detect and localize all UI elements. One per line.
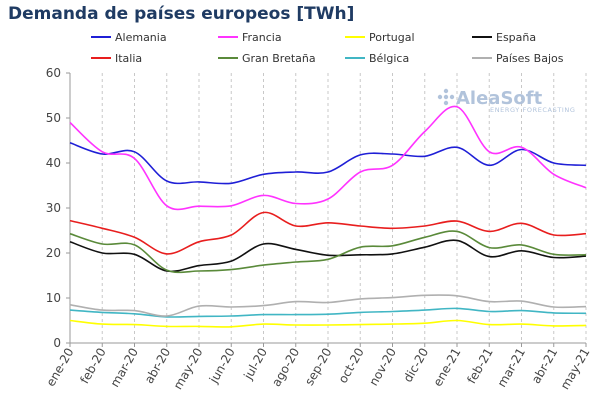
x-tick-label: may-20	[171, 346, 206, 392]
legend-label-belgica: Bélgica	[369, 52, 409, 65]
legend-label-espana: España	[496, 31, 536, 44]
x-tick-label: mar-21	[495, 346, 529, 390]
y-tick-label: 60	[46, 66, 61, 80]
x-tick-label: mar-20	[108, 346, 142, 390]
series-line-belgica	[69, 307, 587, 318]
x-tick-label: jun-20	[206, 346, 238, 387]
series-line-portugal	[69, 319, 587, 328]
y-tick-label: 50	[46, 111, 61, 125]
series-line-gran-bretana	[69, 230, 587, 274]
logo-tagline: ENERGY FORECASTING	[490, 106, 576, 114]
x-tick-label: feb-21	[464, 346, 496, 387]
series-line-espana	[69, 239, 587, 273]
legend-label-francia: Francia	[242, 31, 282, 44]
legend-label-alemania: Alemania	[115, 31, 167, 44]
x-tick-label: ene-21	[430, 346, 463, 389]
x-tick-label: ago-20	[269, 346, 302, 389]
series-line-francia	[69, 105, 587, 211]
legend-label-gran-bretana: Gran Bretaña	[242, 52, 316, 65]
x-tick-label: sep-20	[302, 346, 335, 388]
y-tick-label: 20	[46, 246, 61, 260]
x-tick-label: oct-20	[336, 346, 367, 386]
x-tick-label: abr-21	[529, 346, 560, 387]
x-tick-label: dic-20	[401, 346, 432, 385]
x-tick-label: jul-20	[241, 346, 271, 383]
x-tick-label: nov-20	[366, 346, 399, 389]
legend-label-paises-bajos: Países Bajos	[496, 52, 564, 65]
x-tick-label: may-21	[558, 346, 593, 392]
logo-name: AleaSoft	[456, 88, 543, 109]
x-tick-label: feb-20	[77, 346, 109, 387]
series-line-italia	[69, 211, 587, 255]
x-tick-label: abr-20	[142, 346, 173, 387]
legend-label-italia: Italia	[115, 52, 142, 65]
legend-label-portugal: Portugal	[369, 31, 415, 44]
y-tick-label: 0	[53, 336, 61, 350]
y-tick-label: 30	[46, 201, 61, 215]
x-tick-label: ene-20	[43, 346, 76, 389]
aleasoft-logo: AleaSoft ENERGY FORECASTING	[437, 88, 576, 114]
y-tick-label: 10	[46, 291, 61, 305]
series-line-alemania	[69, 142, 587, 185]
y-tick-label: 40	[46, 156, 61, 170]
chart-title: Demanda de países europeos [TWh]	[8, 4, 355, 24]
series-line-paises-bajos	[69, 294, 587, 317]
